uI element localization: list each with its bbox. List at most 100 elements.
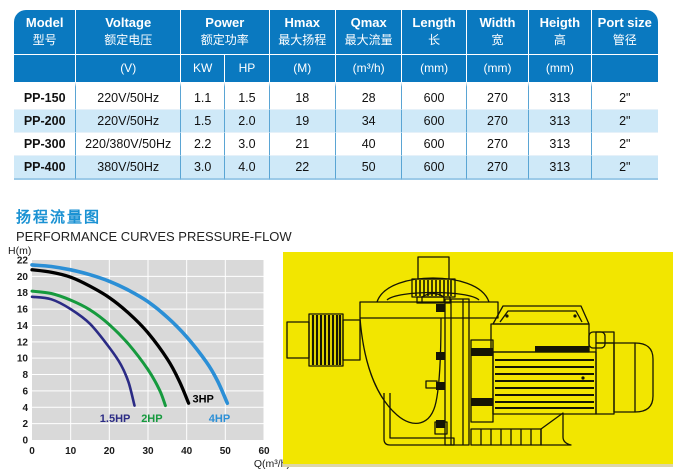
strainer-lid — [376, 277, 490, 303]
spec-cell: 270 — [466, 133, 530, 156]
performance-curves-chart: 0 2 4 6 8 10 12 14 16 18 20 22 0 10 20 30 40 50 60 H(m) Q(m³… — [8, 245, 290, 469]
spec-cell: 2" — [591, 82, 658, 110]
svg-text:50: 50 — [220, 446, 232, 457]
col-header-zh: 高 — [553, 33, 566, 47]
col-header-length: Length 长 — [402, 10, 467, 55]
model-cell: PP-300 — [14, 133, 77, 156]
svg-text:Q(m³/h): Q(m³/h) — [254, 458, 290, 469]
col-header-zh: 宽 — [491, 33, 504, 47]
spec-cell: 40 — [335, 133, 403, 156]
table-row: PP-150 220V/50Hz 1.1 1.5 18 28 600 270 313 2" — [14, 82, 658, 110]
section-title-en: PERFORMANCE CURVES PRESSURE-FLOW — [16, 229, 292, 244]
col-header-zh: 管径 — [612, 33, 637, 47]
svg-text:2HP: 2HP — [141, 413, 162, 425]
svg-text:16: 16 — [17, 305, 29, 316]
spec-cell: 600 — [402, 110, 467, 133]
spec-cell: 3.0 — [181, 156, 226, 180]
col-header-width: Width 宽 — [466, 10, 530, 55]
motor-body — [492, 351, 597, 415]
spec-cell: 50 — [335, 156, 403, 180]
strainer-rim — [359, 301, 499, 319]
svg-text:14: 14 — [17, 321, 29, 332]
spec-cell: 4.0 — [225, 156, 270, 180]
svg-text:3HP: 3HP — [193, 393, 214, 405]
svg-text:18: 18 — [17, 288, 29, 299]
svg-text:60: 60 — [258, 446, 270, 457]
col-header-zh: 最大流量 — [344, 33, 393, 47]
spec-cell: 18 — [269, 82, 336, 110]
svg-text:0: 0 — [29, 446, 35, 457]
spec-cell: 600 — [402, 133, 467, 156]
spec-cell: 1.5 — [181, 110, 226, 133]
spec-cell: 3.0 — [225, 133, 270, 156]
col-header-hmax: Hmax 最大扬程 — [269, 10, 336, 55]
motor-end-cap — [613, 342, 654, 413]
table-row: PP-400 380V/50Hz 3.0 4.0 22 50 600 270 313 2" — [14, 156, 658, 180]
col-header-zh: 型号 — [32, 33, 57, 47]
spec-cell: 2.2 — [181, 133, 226, 156]
col-header-qmax: Qmax 最大流量 — [335, 10, 403, 55]
spec-cell: 313 — [529, 156, 592, 180]
header-row: Model 型号 Voltage 额定电压 Power 额定功率 Hmax 最大… — [14, 10, 658, 55]
svg-text:0: 0 — [22, 436, 28, 447]
col-header-en: Width — [479, 15, 516, 30]
pump-outlet-pipe — [417, 256, 450, 280]
spec-cell: 19 — [269, 110, 336, 133]
unit-qmax: (m³/h) — [335, 55, 403, 82]
spec-cell: 34 — [335, 110, 403, 133]
units-row: (V) KW HP (M) (m³/h) (mm) (mm) (mm) — [14, 55, 658, 82]
col-header-en: Port size — [597, 15, 652, 30]
col-header-zh: 额定电压 — [104, 33, 153, 47]
spec-cell: 2" — [591, 156, 658, 180]
svg-text:20: 20 — [104, 446, 116, 457]
svg-text:20: 20 — [17, 272, 29, 283]
svg-text:10: 10 — [17, 354, 29, 365]
spec-cell: 600 — [402, 82, 467, 110]
svg-text:22: 22 — [17, 256, 29, 267]
spec-cell: 22 — [269, 156, 336, 180]
spec-cell: 2.0 — [225, 110, 270, 133]
spec-cell: 600 — [402, 156, 467, 180]
svg-text:1.5HP: 1.5HP — [100, 413, 131, 425]
unit-power-kw: KW — [181, 55, 226, 82]
section-title-zh: 扬程流量图 — [16, 209, 102, 226]
spec-cell: 220/380V/50Hz — [76, 133, 182, 156]
unit-power-hp: HP — [225, 55, 270, 82]
col-header-port-size: Port size 管径 — [591, 10, 658, 55]
svg-text:6: 6 — [22, 386, 28, 397]
model-cell: PP-200 — [14, 110, 77, 133]
col-header-power: Power 额定功率 — [181, 10, 270, 55]
col-header-voltage: Voltage 额定电压 — [76, 10, 182, 55]
spec-cell: 220V/50Hz — [76, 110, 182, 133]
col-header-en: Qmax — [350, 15, 387, 30]
unit-hmax: (M) — [269, 55, 336, 82]
pump-body — [359, 317, 442, 424]
unit-port-size — [591, 55, 658, 82]
unit-width: (mm) — [466, 55, 530, 82]
spec-cell: 1.5 — [225, 82, 270, 110]
col-header-en: Length — [412, 15, 456, 30]
table-row: PP-300 220/380V/50Hz 2.2 3.0 21 40 600 270 313 2" — [14, 133, 658, 156]
model-cell: PP-400 — [14, 156, 77, 180]
pump-image-panel — [283, 252, 673, 467]
col-header-model: Model 型号 — [14, 10, 77, 55]
unit-height: (mm) — [529, 55, 592, 82]
spec-cell: 270 — [466, 156, 530, 180]
unit-length: (mm) — [402, 55, 467, 82]
pool-pump-drawing — [286, 256, 654, 446]
spec-cell: 28 — [335, 82, 403, 110]
spec-cell: 270 — [466, 82, 530, 110]
col-header-en: Power — [205, 15, 245, 30]
pump-base — [383, 393, 455, 446]
clamp-flange — [444, 298, 470, 446]
col-header-height: Heigth 高 — [529, 10, 592, 55]
spec-cell: 2" — [591, 110, 658, 133]
svg-text:30: 30 — [142, 446, 154, 457]
unit-model — [14, 55, 77, 82]
spec-cell: 220V/50Hz — [76, 82, 182, 110]
col-header-en: Model — [25, 15, 64, 30]
col-header-zh: 长 — [428, 33, 441, 47]
model-cell: PP-150 — [14, 82, 77, 110]
table-row: PP-200 220V/50Hz 1.5 2.0 19 34 600 270 313 2" — [14, 110, 658, 133]
col-header-zh: 额定功率 — [200, 33, 249, 47]
